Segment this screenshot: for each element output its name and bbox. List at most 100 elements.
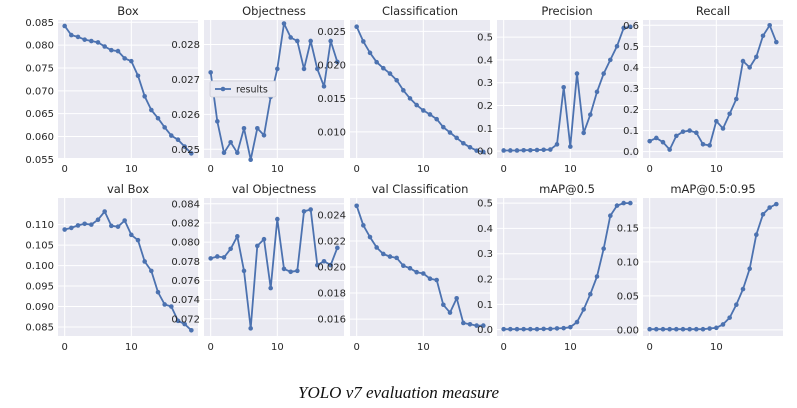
x-tick-label: 0 — [646, 164, 652, 175]
y-tick-label: 0.020 — [317, 60, 346, 71]
chart-title: val Box — [107, 182, 149, 196]
data-point — [674, 133, 679, 139]
data-point — [102, 209, 107, 214]
data-point — [387, 254, 393, 259]
y-tick-label: 0.028 — [171, 40, 200, 51]
x-tick-label: 0 — [207, 164, 213, 175]
x-tick-label: 0 — [500, 164, 506, 175]
data-point — [142, 259, 147, 264]
data-point — [149, 107, 154, 113]
x-tick-label: 0 — [353, 342, 359, 353]
data-point — [674, 326, 679, 332]
data-point — [69, 32, 74, 38]
x-tick-label: 0 — [500, 342, 506, 353]
data-point — [228, 139, 233, 145]
data-point — [361, 39, 366, 44]
y-tick-label: 0.1 — [623, 126, 639, 137]
data-point — [228, 246, 233, 252]
data-point — [281, 266, 287, 272]
data-point — [588, 291, 593, 297]
data-point — [354, 203, 359, 209]
evaluation-charts: 0.055 0.060 0.065 0.070 0.075 0.080 0.085 0 10 Bo… — [25, 4, 783, 353]
data-point — [647, 326, 652, 332]
data-point — [508, 148, 513, 153]
data-point — [82, 37, 87, 42]
data-point — [574, 319, 580, 325]
data-point — [647, 138, 652, 144]
y-tick-label: 0.016 — [317, 315, 346, 326]
data-point — [142, 94, 147, 99]
data-point — [354, 24, 359, 29]
data-point — [621, 25, 626, 31]
data-point — [727, 315, 732, 320]
y-tick-label: 0.090 — [25, 302, 54, 313]
data-point — [548, 326, 553, 332]
data-point — [601, 246, 606, 251]
data-point — [241, 268, 247, 274]
data-point — [401, 263, 406, 268]
data-point — [135, 237, 141, 243]
data-point — [95, 217, 101, 223]
y-tick-label: 0.085 — [25, 322, 54, 333]
data-point — [654, 135, 659, 141]
chart-title: Recall — [696, 4, 730, 18]
data-point — [374, 245, 379, 250]
y-tick-label: 0.078 — [171, 257, 200, 268]
data-point — [129, 232, 134, 238]
data-point — [740, 58, 746, 64]
x-tick-label: 10 — [125, 164, 138, 175]
data-point — [255, 243, 260, 249]
data-point — [95, 40, 101, 45]
data-point — [321, 84, 327, 89]
data-point — [235, 234, 240, 239]
y-tick-label: 0.065 — [25, 109, 54, 120]
data-point — [608, 57, 613, 63]
data-point — [175, 137, 181, 143]
data-point — [534, 147, 540, 153]
data-point — [221, 255, 227, 260]
y-tick-label: 0.3 — [477, 78, 493, 89]
data-point — [734, 96, 739, 102]
data-point — [441, 124, 446, 130]
plot-area — [58, 20, 198, 158]
data-point — [421, 271, 426, 276]
data-point — [122, 56, 127, 61]
x-tick-label: 0 — [61, 342, 67, 353]
data-point — [700, 326, 706, 332]
data-point — [122, 218, 127, 223]
y-tick-label: 0.015 — [317, 94, 346, 105]
data-point — [454, 295, 459, 301]
data-point — [694, 130, 699, 136]
data-point — [574, 71, 580, 76]
data-point — [189, 151, 194, 156]
y-tick-label: 0.085 — [25, 18, 54, 29]
data-point — [335, 245, 340, 251]
y-tick-label: 0.026 — [171, 110, 200, 121]
plot-area — [643, 198, 783, 336]
plot-area — [497, 20, 637, 158]
y-tick-label: 0.018 — [317, 289, 346, 300]
x-tick-label: 0 — [353, 164, 359, 175]
chart-title: val Objectness — [232, 182, 317, 196]
y-tick-label: 0.6 — [623, 21, 639, 32]
data-point — [467, 321, 473, 327]
data-point — [381, 65, 386, 71]
data-point — [367, 50, 373, 56]
data-point — [427, 112, 433, 117]
data-point — [720, 322, 726, 327]
y-tick-label: 0.024 — [317, 210, 346, 221]
data-point — [75, 223, 81, 228]
y-tick-label: 0.010 — [317, 127, 346, 138]
data-point — [608, 213, 613, 219]
data-point — [441, 302, 446, 308]
data-point — [561, 84, 566, 90]
y-tick-label: 0.2 — [477, 275, 493, 286]
data-point — [315, 262, 320, 268]
data-point — [760, 212, 766, 217]
data-point — [594, 274, 600, 279]
data-point — [162, 302, 167, 307]
chart-panel: 0.0 0.1 0.2 0.3 0.4 0.5 0.6 0 10 Recall — [623, 4, 783, 175]
data-point — [261, 132, 267, 138]
data-point — [754, 54, 759, 60]
data-point — [628, 24, 633, 30]
